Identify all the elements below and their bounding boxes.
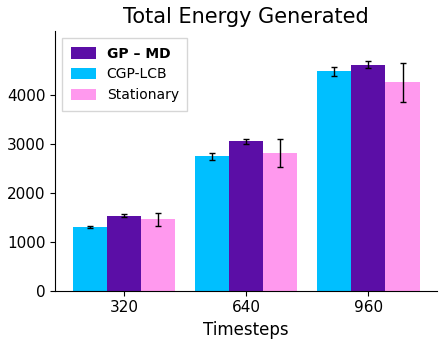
Bar (351, 65, 385, 291)
Bar (385, 82, 420, 291)
Legend: GP – MD, CGP-LCB, Stationary: GP – MD, CGP-LCB, Stationary (62, 38, 187, 111)
Bar (107, 216, 141, 291)
Bar (229, 142, 263, 291)
Bar (263, 153, 297, 291)
Bar (317, 71, 351, 291)
Title: Total Energy Generated: Total Energy Generated (123, 7, 369, 27)
Bar (141, 219, 175, 291)
X-axis label: Timesteps: Timesteps (203, 321, 289, 339)
Bar (195, 156, 229, 291)
Bar (73, 227, 107, 291)
